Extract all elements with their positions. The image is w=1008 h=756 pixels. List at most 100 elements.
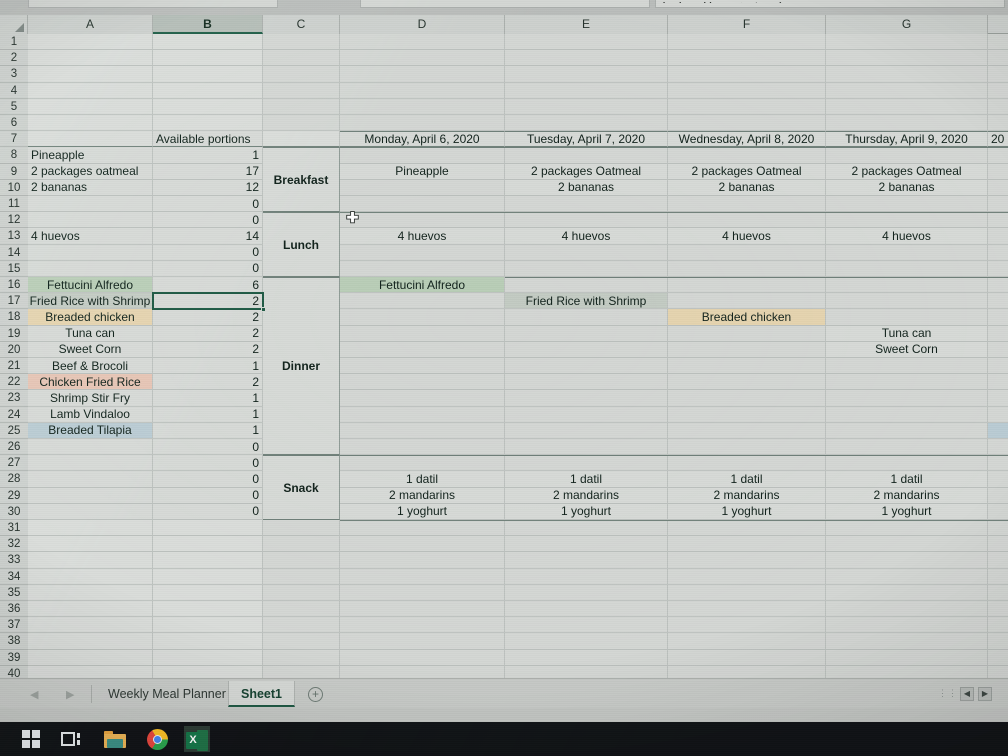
cell-F16[interactable] [668, 277, 826, 294]
cell-C7[interactable] [263, 131, 340, 148]
cell-H30[interactable] [988, 503, 1008, 520]
cell-D4[interactable] [340, 82, 505, 99]
cell-H6[interactable] [988, 115, 1008, 132]
day-header-partial[interactable]: 20 [988, 131, 1008, 148]
cell-E40[interactable] [505, 665, 668, 678]
item-name-20[interactable]: Sweet Corn [28, 341, 153, 358]
cell-D8[interactable] [340, 147, 505, 164]
snack-f-1[interactable]: 2 mandarins [668, 487, 826, 504]
day-header-f[interactable]: Wednesday, April 8, 2020 [668, 131, 826, 148]
cell-H36[interactable] [988, 601, 1008, 618]
row-header-16[interactable]: 16 [0, 277, 28, 294]
item-name-8[interactable]: Pineapple [28, 147, 153, 164]
cell-F39[interactable] [668, 649, 826, 666]
cell-F34[interactable] [668, 568, 826, 585]
cell-F17[interactable] [668, 293, 826, 310]
lunch-f-0[interactable]: 4 huevos [668, 228, 826, 245]
cell-H20[interactable] [988, 341, 1008, 358]
cell-D17[interactable] [340, 293, 505, 310]
cell-B4[interactable] [153, 82, 263, 99]
cell-G37[interactable] [826, 617, 988, 634]
dinner-g-20[interactable]: Sweet Corn [826, 341, 988, 358]
breakfast-g-1[interactable]: 2 bananas [826, 179, 988, 196]
cell-H4[interactable] [988, 82, 1008, 99]
cell-G27[interactable] [826, 455, 988, 472]
item-name-29[interactable] [28, 487, 153, 504]
item-portions-22[interactable]: 2 [153, 374, 263, 391]
formula-bar-fragment[interactable] [360, 0, 650, 8]
cell-E21[interactable] [505, 358, 668, 375]
cell-G24[interactable] [826, 406, 988, 423]
item-name-9[interactable]: 2 packages oatmeal [28, 163, 153, 180]
cell-H9[interactable] [988, 163, 1008, 180]
row-header-22[interactable]: 22 [0, 374, 28, 391]
meal-label-breakfast[interactable]: Breakfast [263, 147, 340, 213]
cell-F40[interactable] [668, 665, 826, 678]
cell-B32[interactable] [153, 536, 263, 553]
cell-C40[interactable] [263, 665, 340, 678]
cell-C32[interactable] [263, 536, 340, 553]
cell-A37[interactable] [28, 617, 153, 634]
cell-F19[interactable] [668, 325, 826, 342]
day-header-e[interactable]: Tuesday, April 7, 2020 [505, 131, 668, 148]
cell-F15[interactable] [668, 260, 826, 277]
cell-G40[interactable] [826, 665, 988, 678]
cell-C6[interactable] [263, 115, 340, 132]
item-portions-24[interactable]: 1 [153, 406, 263, 423]
cell-C4[interactable] [263, 82, 340, 99]
sheet-nav-next-icon[interactable]: ▶ [66, 689, 75, 701]
cell-H40[interactable] [988, 665, 1008, 678]
cell-D31[interactable] [340, 520, 505, 537]
sheet-tab-bar[interactable]: ◀ ▶ Weekly Meal Planner Sheet1 + ⋮⋮ ◀ ▶ [0, 678, 1008, 708]
cell-B40[interactable] [153, 665, 263, 678]
breakfast-e-1[interactable]: 2 bananas [505, 179, 668, 196]
row-header-13[interactable]: 13 [0, 228, 28, 245]
row-header-1[interactable]: 1 [0, 34, 28, 51]
file-explorer-button[interactable] [102, 726, 128, 752]
lunch-g-0[interactable]: 4 huevos [826, 228, 988, 245]
row-header-29[interactable]: 29 [0, 487, 28, 504]
dinner-e-17[interactable]: Fried Rice with Shrimp [505, 293, 668, 310]
row-header-39[interactable]: 39 [0, 649, 28, 666]
row-header-15[interactable]: 15 [0, 260, 28, 277]
cell-D21[interactable] [340, 358, 505, 375]
cell-C36[interactable] [263, 601, 340, 618]
cell-E25[interactable] [505, 422, 668, 439]
row-header-25[interactable]: 25 [0, 422, 28, 439]
cell-E36[interactable] [505, 601, 668, 618]
cell-C34[interactable] [263, 568, 340, 585]
cells-area[interactable]: Available portions Monday, April 6, 2020 T… [28, 34, 1008, 678]
cell-E1[interactable] [505, 34, 668, 51]
item-portions-29[interactable]: 0 [153, 487, 263, 504]
cell-D12[interactable] [340, 212, 505, 229]
cell-A7[interactable] [28, 131, 153, 148]
cell-D23[interactable] [340, 390, 505, 407]
cell-A32[interactable] [28, 536, 153, 553]
cell-A40[interactable] [28, 665, 153, 678]
cell-H11[interactable] [988, 196, 1008, 213]
row-header-7[interactable]: 7 [0, 131, 28, 148]
cell-B31[interactable] [153, 520, 263, 537]
name-box-fragment[interactable] [28, 0, 278, 8]
cell-D1[interactable] [340, 34, 505, 51]
row-header-8[interactable]: 8 [0, 147, 28, 164]
cell-F25[interactable] [668, 422, 826, 439]
row-header-21[interactable]: 21 [0, 358, 28, 375]
row-header-6[interactable]: 6 [0, 115, 28, 132]
column-header-g[interactable]: G [826, 15, 988, 34]
cell-C5[interactable] [263, 98, 340, 115]
cell-H39[interactable] [988, 649, 1008, 666]
cell-D40[interactable] [340, 665, 505, 678]
item-name-19[interactable]: Tuna can [28, 325, 153, 342]
cell-H24[interactable] [988, 406, 1008, 423]
select-all-corner[interactable] [0, 15, 28, 34]
cell-H21[interactable] [988, 358, 1008, 375]
row-header-14[interactable]: 14 [0, 244, 28, 261]
cell-H32[interactable] [988, 536, 1008, 553]
cell-G2[interactable] [826, 50, 988, 67]
row-header-32[interactable]: 32 [0, 536, 28, 553]
cell-F8[interactable] [668, 147, 826, 164]
cell-G16[interactable] [826, 277, 988, 294]
cell-H22[interactable] [988, 374, 1008, 391]
item-name-18[interactable]: Breaded chicken [28, 309, 153, 326]
